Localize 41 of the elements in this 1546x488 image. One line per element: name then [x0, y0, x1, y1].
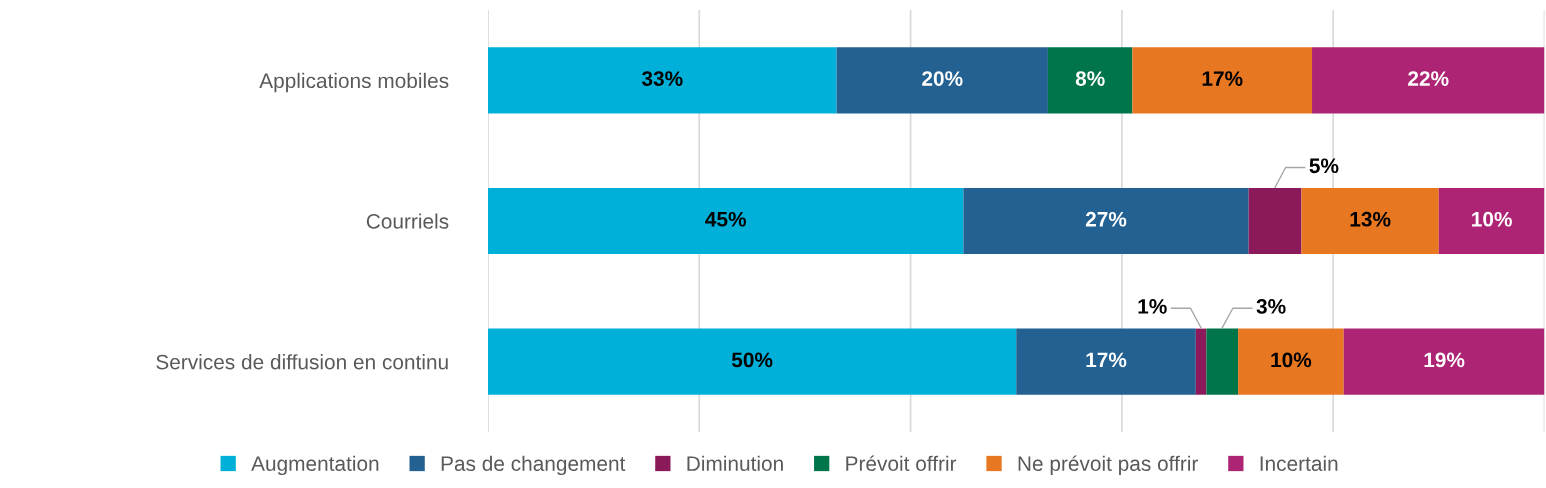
bar	[1312, 47, 1545, 114]
bar	[1438, 187, 1545, 255]
bar	[488, 328, 1017, 395]
bar	[1301, 187, 1439, 255]
data-label: 10%	[1271, 352, 1312, 368]
bar	[1047, 47, 1133, 114]
data-label: 17%	[1086, 352, 1127, 368]
bar	[836, 47, 1048, 114]
data-label: 45%	[705, 211, 746, 227]
data-label: 27%	[1085, 211, 1127, 227]
bar	[1132, 47, 1313, 114]
bar	[1343, 328, 1545, 395]
data-label: 10%	[1472, 211, 1512, 227]
bar	[488, 47, 837, 114]
legend-label: Diminution	[687, 455, 783, 471]
y-tick-label: Applications mobiles	[259, 72, 449, 93]
data-label: 33%	[641, 71, 683, 86]
bar	[1206, 328, 1239, 395]
data-label: 17%	[1202, 71, 1243, 86]
bar	[488, 187, 964, 255]
legend-label: Ne prévoit pas offrir	[1018, 455, 1199, 476]
bar	[1016, 328, 1196, 395]
data-label: 3%	[1256, 299, 1286, 314]
bar	[1195, 328, 1207, 395]
bar	[1248, 187, 1302, 255]
data-label: 13%	[1350, 211, 1391, 227]
y-tick-label: Services de diffusion en continu	[156, 354, 448, 370]
bar	[1238, 328, 1344, 395]
y-tick-label: Courriels	[366, 213, 449, 229]
data-label: 19%	[1424, 352, 1465, 368]
legend-label: Prévoit offrir	[846, 455, 957, 471]
data-label: 20%	[922, 71, 963, 86]
legend-label: Augmentation	[251, 455, 379, 476]
bar	[963, 187, 1249, 255]
legend-label: Incertain	[1260, 455, 1338, 471]
data-label: 22%	[1408, 71, 1449, 86]
data-label: 5%	[1309, 158, 1339, 174]
data-label: 50%	[731, 352, 773, 368]
data-label: 1%	[1138, 299, 1167, 314]
legend-label: Pas de changement	[441, 455, 626, 476]
data-label: 8%	[1075, 71, 1105, 86]
